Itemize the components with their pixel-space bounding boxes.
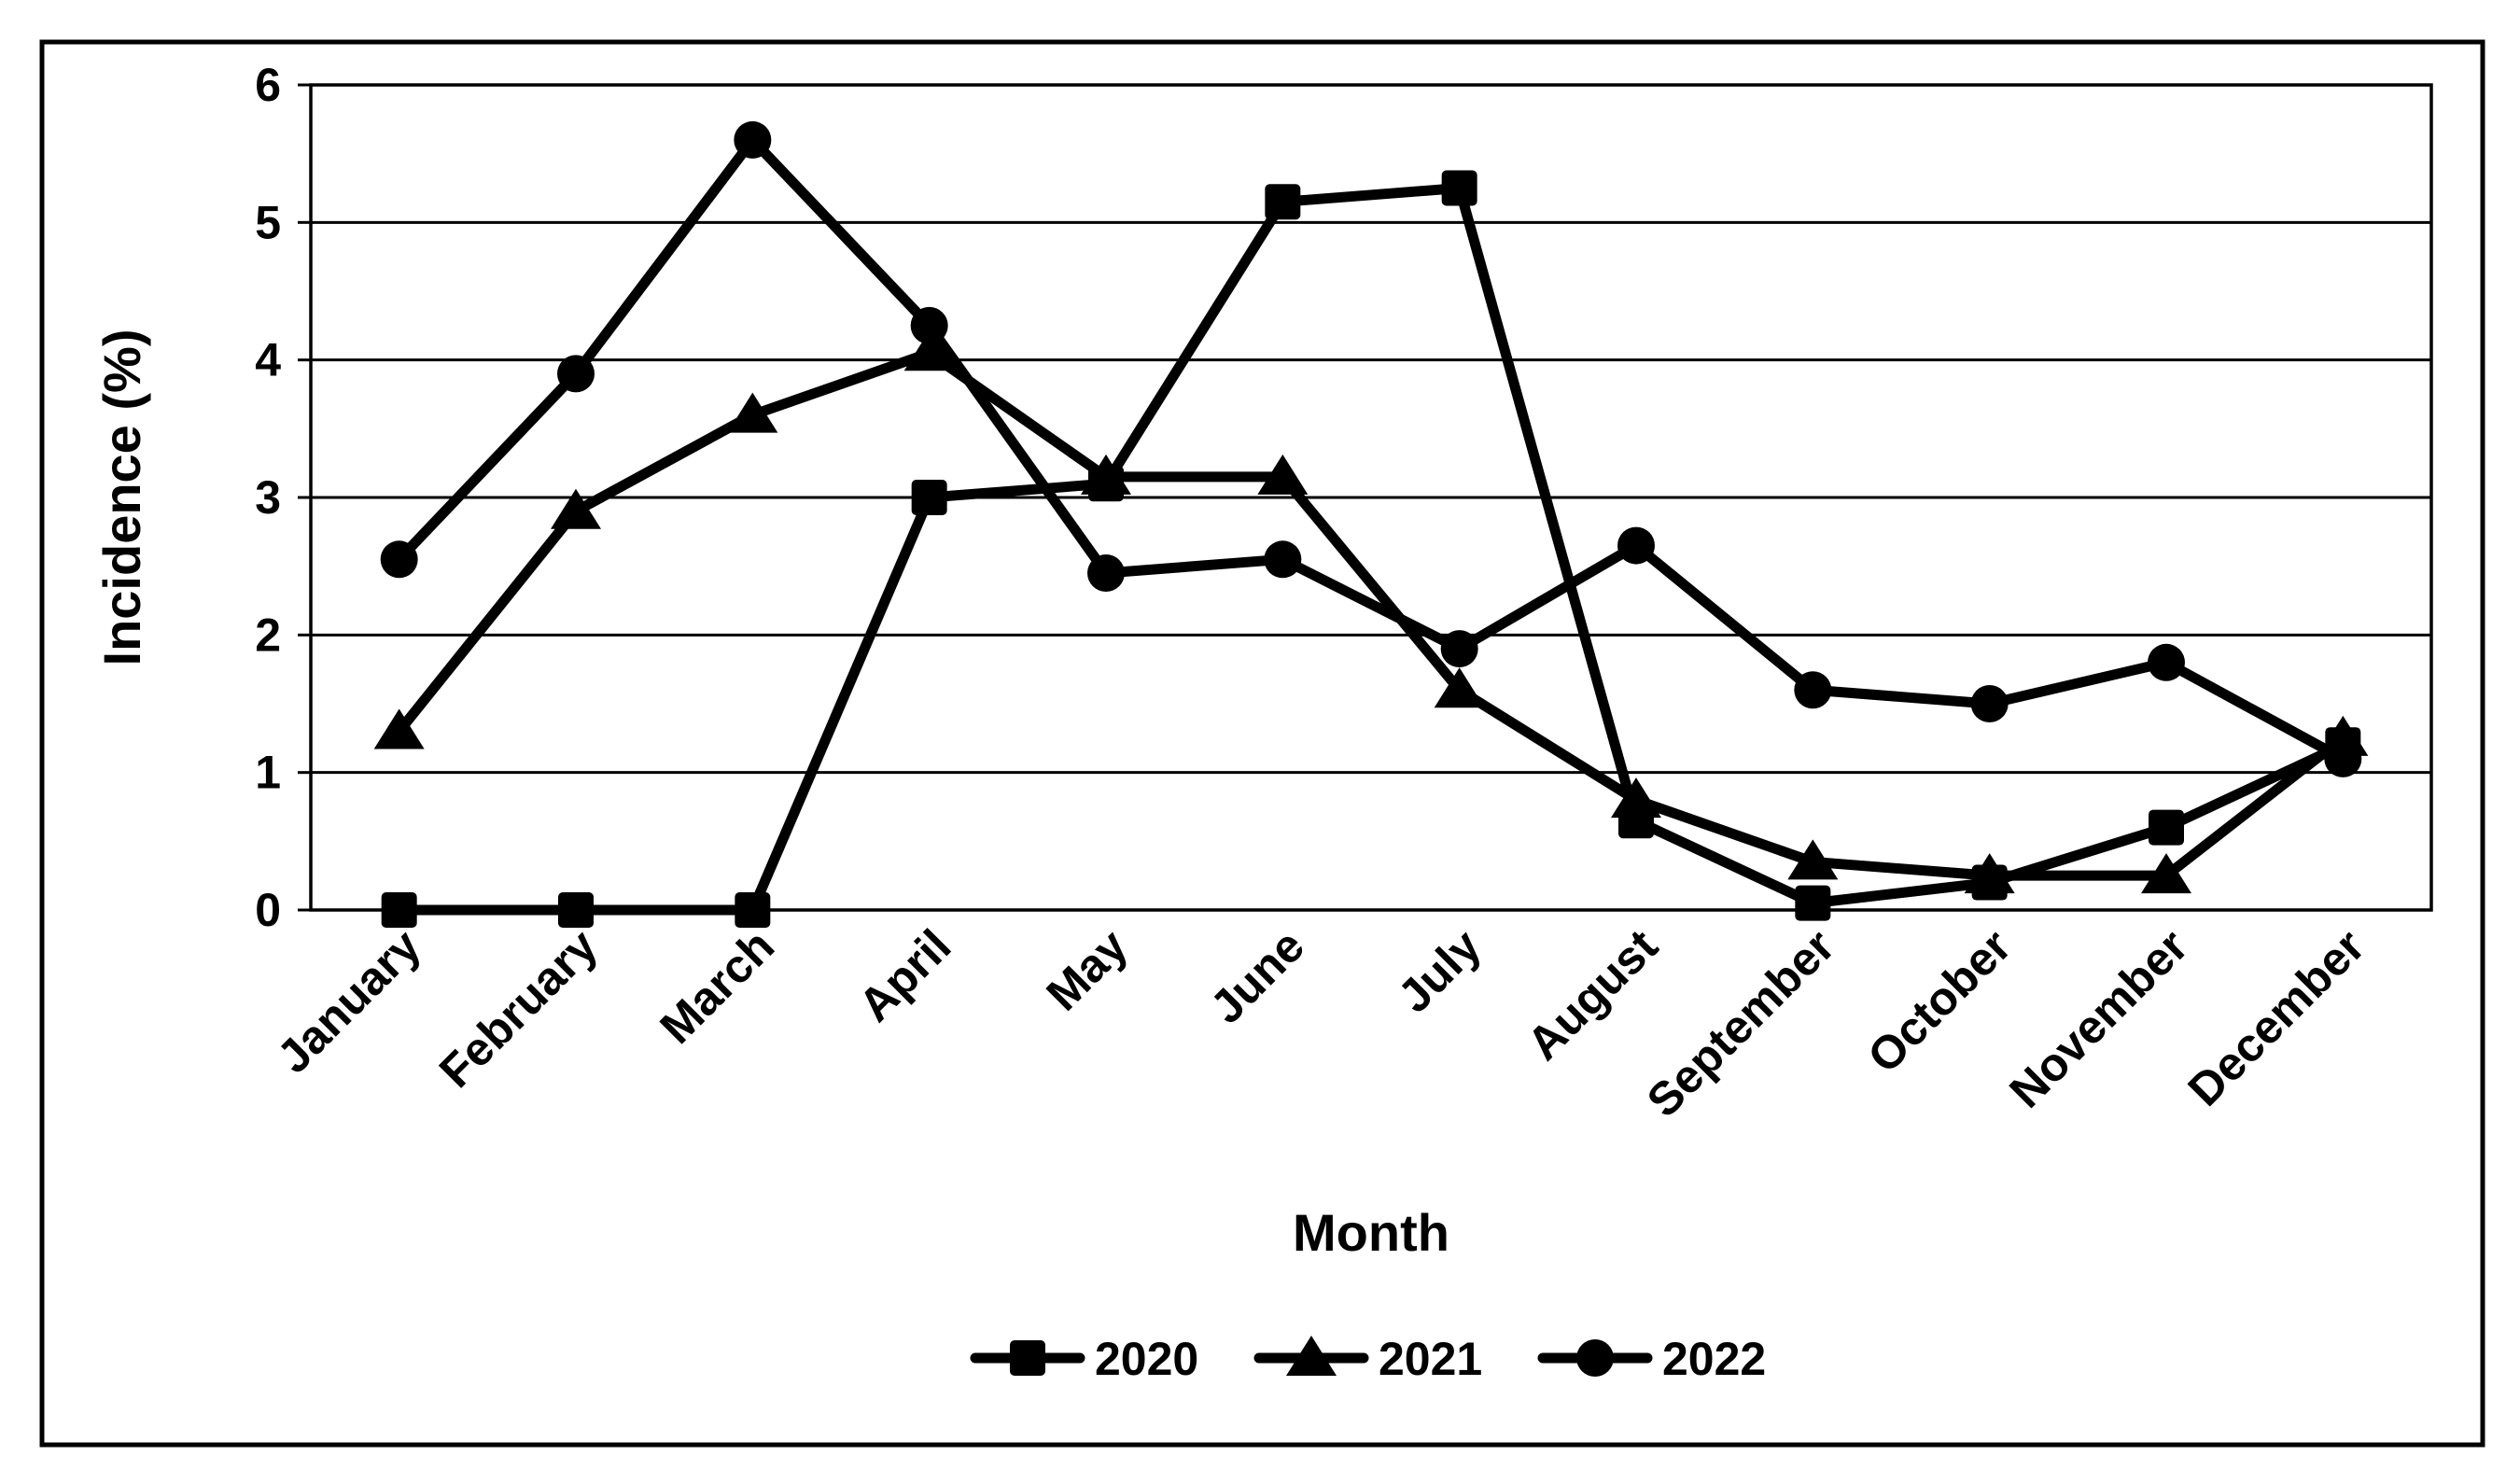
legend: 2020 2021 2022 bbox=[970, 1333, 1766, 1385]
x-axis-title: Month bbox=[1293, 1203, 1449, 1262]
y-tick-label: 3 bbox=[255, 471, 281, 524]
x-tick-label: May bbox=[1036, 919, 1138, 1021]
marker-circle-2022 bbox=[1794, 671, 1832, 709]
x-tick-label: March bbox=[650, 919, 784, 1054]
marker-triangle-2021 bbox=[903, 330, 955, 371]
marker-circle-2022 bbox=[1087, 554, 1125, 593]
y-axis-title: Incidence (%) bbox=[92, 329, 151, 666]
legend-label-2022: 2022 bbox=[1662, 1333, 1766, 1385]
marker-square-2020 bbox=[2149, 809, 2184, 846]
x-tick-label: October bbox=[1857, 919, 2021, 1083]
y-tick-label: 1 bbox=[255, 747, 281, 799]
y-tick-label: 5 bbox=[255, 196, 281, 248]
x-tick-label: November bbox=[1999, 919, 2198, 1118]
marker-square-2020 bbox=[735, 892, 771, 928]
legend-entry-2020: 2020 bbox=[970, 1333, 1198, 1385]
marker-circle-2022 bbox=[734, 120, 772, 159]
marker-square-2020 bbox=[911, 480, 947, 515]
x-tick-label: July bbox=[1388, 919, 1491, 1022]
x-tick-label: August bbox=[1517, 919, 1668, 1071]
x-tick-label: September bbox=[1637, 919, 1844, 1127]
x-tick-label: December bbox=[2178, 919, 2375, 1116]
series-line-2021 bbox=[394, 347, 2348, 881]
series-2020 bbox=[381, 170, 2361, 928]
marker-triangle-2021 bbox=[1434, 667, 1485, 708]
marker-triangle-2021 bbox=[551, 488, 601, 529]
legend-label-2020: 2020 bbox=[1095, 1333, 1198, 1385]
marker-circle-2022 bbox=[1264, 540, 1302, 579]
x-tick-label: February bbox=[429, 919, 608, 1098]
marker-triangle-2021 bbox=[1611, 777, 1661, 819]
marker-circle-2022 bbox=[380, 540, 418, 579]
series-2021 bbox=[373, 330, 2369, 894]
legend-entry-2022: 2022 bbox=[1537, 1333, 1766, 1385]
marker-triangle-2021 bbox=[1257, 454, 1309, 495]
marker-circle-2022 bbox=[1440, 630, 1478, 668]
figure-border bbox=[39, 39, 2485, 1448]
y-tick-label: 6 bbox=[255, 59, 281, 111]
marker-triangle-2021 bbox=[1081, 454, 1131, 495]
marker-circle-2022 bbox=[557, 355, 595, 393]
marker-triangle-2021 bbox=[373, 708, 425, 749]
marker-square-2020 bbox=[381, 892, 417, 928]
marker-circle-2022 bbox=[910, 306, 948, 344]
y-tick-label: 4 bbox=[255, 334, 281, 386]
marker-square-2020 bbox=[1795, 885, 1831, 921]
marker-square-2020 bbox=[1441, 170, 1477, 206]
x-tick-label: June bbox=[1200, 919, 1314, 1033]
marker-triangle-2021 bbox=[2141, 853, 2191, 894]
marker-circle-2022 bbox=[2148, 643, 2185, 681]
series-line-2022 bbox=[394, 134, 2348, 764]
marker-square-2020 bbox=[1265, 184, 1301, 220]
marker-square-2020 bbox=[558, 892, 594, 928]
y-tick-label: 2 bbox=[255, 609, 281, 661]
y-tick-label: 0 bbox=[255, 884, 281, 936]
marker-circle-legend-2022 bbox=[1576, 1339, 1614, 1377]
marker-triangle-legend-2021 bbox=[1286, 1336, 1337, 1376]
marker-square-legend-2020 bbox=[1010, 1340, 1045, 1376]
x-tick-label: April bbox=[848, 919, 960, 1031]
series-line-2020 bbox=[394, 183, 2348, 916]
x-tick-label: January bbox=[267, 919, 430, 1083]
marker-circle-2022 bbox=[2324, 739, 2362, 777]
series-2022 bbox=[380, 120, 2362, 777]
marker-circle-2022 bbox=[1617, 526, 1655, 565]
marker-circle-2022 bbox=[1970, 685, 2009, 722]
legend-label-2021: 2021 bbox=[1379, 1333, 1482, 1385]
marker-triangle-2021 bbox=[727, 392, 778, 433]
marker-triangle-2021 bbox=[1787, 839, 1839, 880]
marker-triangle-2021 bbox=[1964, 853, 2015, 894]
legend-entry-2021: 2021 bbox=[1253, 1333, 1482, 1385]
